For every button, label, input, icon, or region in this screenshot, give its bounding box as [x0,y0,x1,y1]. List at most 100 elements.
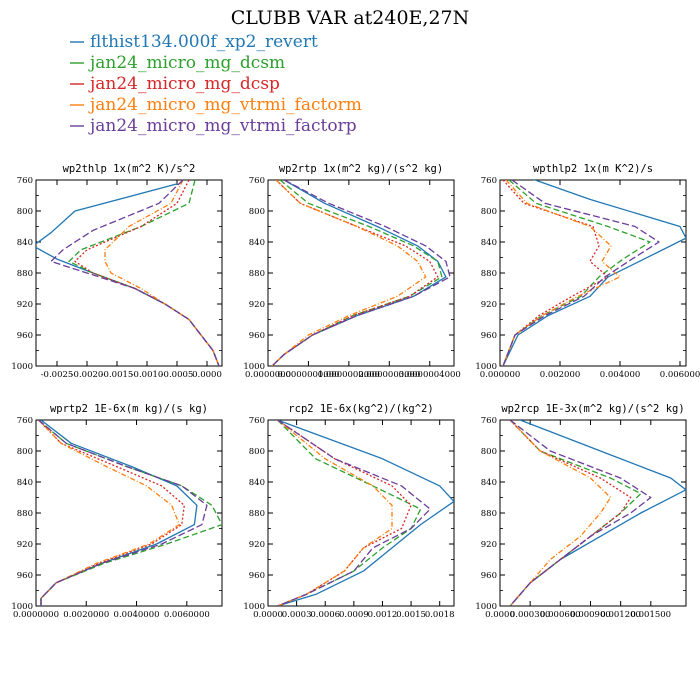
x-tick-label: -0.0010 [131,370,164,380]
x-tick-label: 0.0018 [425,610,455,620]
series-group [277,420,454,606]
plot-frame [267,179,455,367]
legend-entry: jan24_micro_mg_dcsm [88,53,285,73]
series-line [509,420,612,606]
y-tick-label: 880 [481,509,497,519]
x-tick-label: 0.0000003000 [358,370,420,380]
series-line [277,420,393,606]
series-line [36,183,220,366]
plot-frame [35,419,223,607]
series-line [271,180,439,366]
chart-panel: rcp2 1E-6x(kg^2)/(kg^2) 760 800 840 880 920 96… [243,403,454,620]
y-tick-label: 840 [249,478,265,488]
series-line [502,180,660,366]
series-line [509,420,652,606]
x-tick-label: 0.004000 [600,370,641,380]
y-tick-label: 960 [481,331,497,341]
x-tick-label: -0.0015 [101,370,134,380]
x-tick-label: -0.0005 [161,370,194,380]
series-line [502,180,609,366]
y-tick-label: 840 [481,478,497,488]
series-group [509,420,686,606]
legend-entry: jan24_micro_mg_dcsp [88,74,280,94]
y-tick-label: 960 [17,571,33,581]
panels: wp2thlp 1x(m^2 K)/s^2 760 800 840 880 920 960 1… [11,163,700,620]
x-tick-label: 0.000600 [540,610,581,620]
panel-title: wpthlp2 1x(m K^2)/s [533,163,653,175]
series-line [271,180,451,366]
series-line [38,420,222,606]
figure-title: CLUBB VAR at240E,27N [231,7,470,29]
series-line [38,420,208,606]
x-tick-label: 0.002000 [540,370,581,380]
plot-frame [499,179,687,367]
y-tick-label: 920 [481,300,497,310]
x-tick-label: 0.0003 [282,610,312,620]
y-tick-label: 840 [17,478,33,488]
y-tick-label: 840 [249,238,265,248]
x-tick-label: 0.000000 [480,370,521,380]
series-line [38,420,180,606]
x-tick-label: -0.0025 [41,370,74,380]
y-tick-label: 760 [17,176,33,186]
legend-entry: flthist134.000f_xp2_revert [90,32,318,52]
y-tick-label: 800 [17,447,33,457]
series-line [502,180,651,366]
x-tick-label: 0.001500 [631,610,672,620]
series-line [509,420,632,606]
y-tick-label: 1000 [243,602,265,612]
y-tick-label: 920 [249,300,265,310]
y-tick-label: 800 [17,207,33,217]
series-line [104,180,220,366]
y-tick-label: 960 [249,571,265,581]
series-line [509,420,642,606]
chart-panel: wpthlp2 1x(m K^2)/s 760 800 840 880 920 960 100… [475,163,700,380]
legend-entry: jan24_micro_mg_vtrmi_factorm [88,95,362,115]
x-tick-label: 0.000900 [570,610,611,620]
series-group [38,420,222,606]
y-tick-label: 800 [249,447,265,457]
y-tick-label: 800 [249,207,265,217]
y-tick-label: 960 [249,331,265,341]
x-tick-label: 0.0000001000 [277,370,339,380]
x-tick-label: 0.0006 [310,610,340,620]
plot-frame [35,179,223,367]
chart-panel: wp2rtp 1x(m^2 kg)/(s^2 kg) 760 800 840 880 92… [243,163,460,380]
x-tick-label: 0.0040000 [114,610,160,620]
y-tick-label: 880 [249,269,265,279]
panel-title: rcp2 1E-6x(kg^2)/(kg^2) [288,403,433,415]
y-tick-label: 840 [481,238,497,248]
panel-title: wp2rtp 1x(m^2 kg)/(s^2 kg) [279,163,443,175]
y-tick-label: 880 [481,269,497,279]
series-group [502,180,686,366]
x-tick-label: 0.0000 [192,370,222,380]
y-tick-label: 760 [481,416,497,426]
x-tick-label: 0.0012 [368,610,398,620]
y-tick-label: 800 [481,207,497,217]
x-tick-label: 0.0015 [396,610,426,620]
series-line [38,420,185,606]
x-tick-label: 0.0020000 [63,610,109,620]
y-tick-label: 920 [481,540,497,550]
panel-title: wprtp2 1E-6x(m kg)/(s kg) [50,403,208,415]
series-line [277,420,431,606]
y-tick-label: 1000 [475,362,497,372]
y-tick-label: 880 [17,269,33,279]
x-tick-label: 0.0000 [485,610,515,620]
series-line [74,180,220,366]
y-tick-label: 1000 [11,362,33,372]
x-tick-label: 0.0000000 [13,610,59,620]
y-tick-label: 760 [249,176,265,186]
y-tick-label: 880 [249,509,265,519]
panel-title: wp2rcp 1E-3x(m^2 kg)/(s^2 kg) [501,403,684,415]
y-tick-label: 840 [17,238,33,248]
x-tick-label: 0.001200 [600,610,641,620]
y-tick-label: 760 [249,416,265,426]
legend-entry: jan24_micro_mg_vtrmi_factorp [88,116,357,136]
x-tick-label: 0.0000 [253,610,283,620]
x-tick-label: 0.0060000 [164,610,210,620]
series-line [271,180,443,366]
chart-panel: wp2rcp 1E-3x(m^2 kg)/(s^2 kg) 760 800 840 88… [475,403,687,620]
y-tick-label: 920 [249,540,265,550]
